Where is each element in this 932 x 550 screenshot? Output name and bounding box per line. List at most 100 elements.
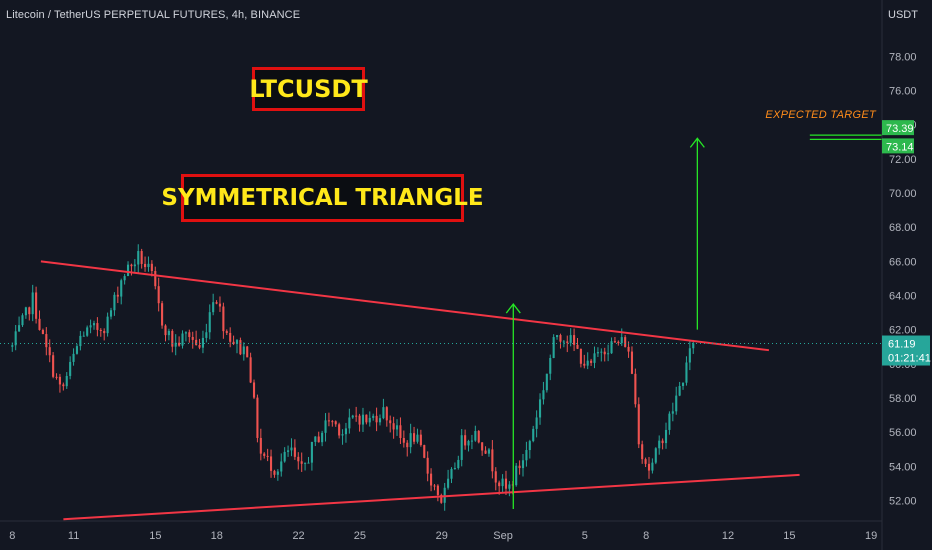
candle-body bbox=[692, 343, 695, 349]
candle-body bbox=[28, 307, 31, 315]
candle-body bbox=[201, 337, 205, 348]
candle-body bbox=[195, 339, 198, 346]
candle-body bbox=[208, 312, 211, 333]
candle-body bbox=[24, 307, 27, 316]
candle-body bbox=[304, 462, 307, 464]
candle-body bbox=[150, 263, 153, 271]
candle-body bbox=[331, 421, 334, 423]
time-tick-label: Sep bbox=[493, 530, 513, 542]
candle-body bbox=[174, 342, 177, 347]
candle-body bbox=[72, 353, 75, 362]
candle-body bbox=[409, 433, 412, 448]
candle-body bbox=[440, 494, 443, 503]
candle-body bbox=[130, 264, 133, 267]
candle-body bbox=[573, 335, 576, 345]
price-tick-label: 64.00 bbox=[889, 291, 917, 303]
candle-body bbox=[35, 292, 38, 319]
candle-body bbox=[290, 447, 293, 451]
price-tick-label: 72.00 bbox=[889, 154, 917, 166]
overlay-layer bbox=[0, 134, 882, 521]
pattern-label: SYMMETRICAL TRIANGLE bbox=[161, 174, 484, 222]
candle-body bbox=[685, 362, 688, 383]
candle-body bbox=[348, 417, 351, 429]
candle-body bbox=[229, 332, 232, 342]
candle-body bbox=[52, 355, 55, 377]
candle-body bbox=[317, 436, 320, 443]
candle-body bbox=[48, 347, 51, 356]
price-tick-label: 70.00 bbox=[889, 188, 917, 200]
candle-body bbox=[528, 441, 531, 451]
candle-body bbox=[86, 327, 89, 336]
candle-body bbox=[477, 430, 480, 443]
candle-body bbox=[184, 332, 187, 334]
target-price-value: 73.39 bbox=[886, 123, 914, 135]
trendline-upper bbox=[40, 260, 770, 352]
time-tick-label: 18 bbox=[211, 530, 223, 542]
candle-body bbox=[460, 435, 463, 460]
candle-body bbox=[69, 361, 72, 376]
candle-body bbox=[273, 470, 276, 475]
candle-body bbox=[188, 332, 191, 337]
candle-body bbox=[641, 444, 644, 460]
candle-body bbox=[583, 363, 586, 366]
candle-body bbox=[215, 302, 218, 304]
candle-body bbox=[161, 303, 164, 326]
candle-body bbox=[634, 373, 637, 405]
symbol-label-text: LTCUSDT bbox=[249, 75, 368, 103]
target-price-badge bbox=[882, 138, 914, 154]
candle-body bbox=[372, 415, 375, 418]
candle-body bbox=[658, 440, 661, 449]
candle-body bbox=[620, 337, 623, 344]
chart-title: Litecoin / TetherUS PERPETUAL FUTURES, 4… bbox=[6, 9, 301, 21]
candle-body bbox=[498, 482, 501, 487]
candle-body bbox=[235, 340, 239, 344]
candle-body bbox=[470, 440, 473, 442]
price-tick-label: 54.00 bbox=[889, 461, 917, 473]
candle-body bbox=[566, 341, 569, 343]
candle-body bbox=[218, 303, 222, 307]
candle-body bbox=[351, 415, 354, 418]
last-price-value: 61.19 bbox=[888, 339, 916, 351]
candle-body bbox=[501, 478, 504, 487]
candle-body bbox=[521, 460, 525, 469]
candle-body bbox=[116, 294, 119, 297]
candle-body bbox=[600, 351, 603, 353]
candle-body bbox=[14, 331, 17, 346]
candle-body bbox=[154, 270, 157, 287]
symbol-label: LTCUSDT bbox=[249, 67, 368, 111]
candle-body bbox=[630, 351, 634, 374]
candle-body bbox=[378, 418, 382, 423]
candle-body bbox=[382, 407, 385, 419]
candle-body bbox=[392, 423, 395, 430]
candle-body bbox=[416, 434, 419, 442]
candle-body bbox=[167, 330, 170, 336]
candle-body bbox=[164, 325, 167, 336]
candle-body bbox=[515, 465, 518, 486]
candle-body bbox=[191, 336, 194, 340]
candle-body bbox=[586, 360, 589, 366]
candle-body bbox=[38, 318, 41, 330]
time-tick-label: 25 bbox=[354, 530, 366, 542]
candle-body bbox=[406, 442, 409, 448]
candle-body bbox=[532, 428, 535, 442]
price-tick-label: 56.00 bbox=[889, 427, 917, 439]
candle-body bbox=[556, 335, 559, 338]
candle-body bbox=[579, 348, 582, 364]
candle-body bbox=[402, 437, 405, 443]
candle-body bbox=[542, 390, 545, 400]
candle-body bbox=[297, 456, 300, 462]
candle-body bbox=[79, 335, 82, 347]
candle-body bbox=[637, 404, 640, 445]
candle-body bbox=[395, 425, 399, 430]
candle-body bbox=[610, 341, 613, 354]
candle-body bbox=[590, 360, 593, 363]
candle-body bbox=[276, 471, 279, 475]
candle-body bbox=[562, 341, 565, 343]
candle-body bbox=[341, 434, 344, 436]
candle-body bbox=[549, 357, 552, 374]
candle-body bbox=[140, 251, 143, 264]
candle-body bbox=[399, 425, 402, 438]
